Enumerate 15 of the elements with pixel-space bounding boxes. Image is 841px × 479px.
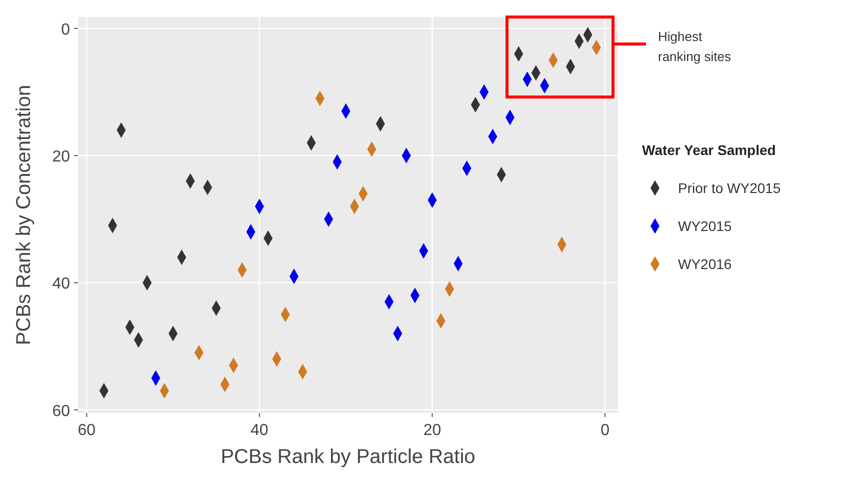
- x-axis-title: PCBs Rank by Particle Ratio: [220, 446, 476, 468]
- legend-label: WY2016: [678, 256, 732, 272]
- text: Highest ranking sites: [658, 29, 732, 64]
- y-axis-title: PCBs Rank by Concentration: [13, 84, 35, 346]
- x-tick-label: 20: [423, 422, 442, 439]
- legend-label: Prior to WY2015: [678, 180, 781, 196]
- legend-label: WY2015: [678, 218, 732, 234]
- legend-title: Water Year Sampled: [642, 142, 776, 158]
- x-tick-label: 60: [78, 422, 96, 439]
- y-tick-label: 20: [52, 148, 70, 166]
- y-tick-label: 40: [52, 276, 70, 293]
- x-tick-label: 0: [600, 422, 610, 439]
- y-tick-label: 0: [61, 21, 70, 38]
- x-tick-label: 40: [250, 422, 268, 439]
- y-tick-label: 60: [52, 402, 70, 420]
